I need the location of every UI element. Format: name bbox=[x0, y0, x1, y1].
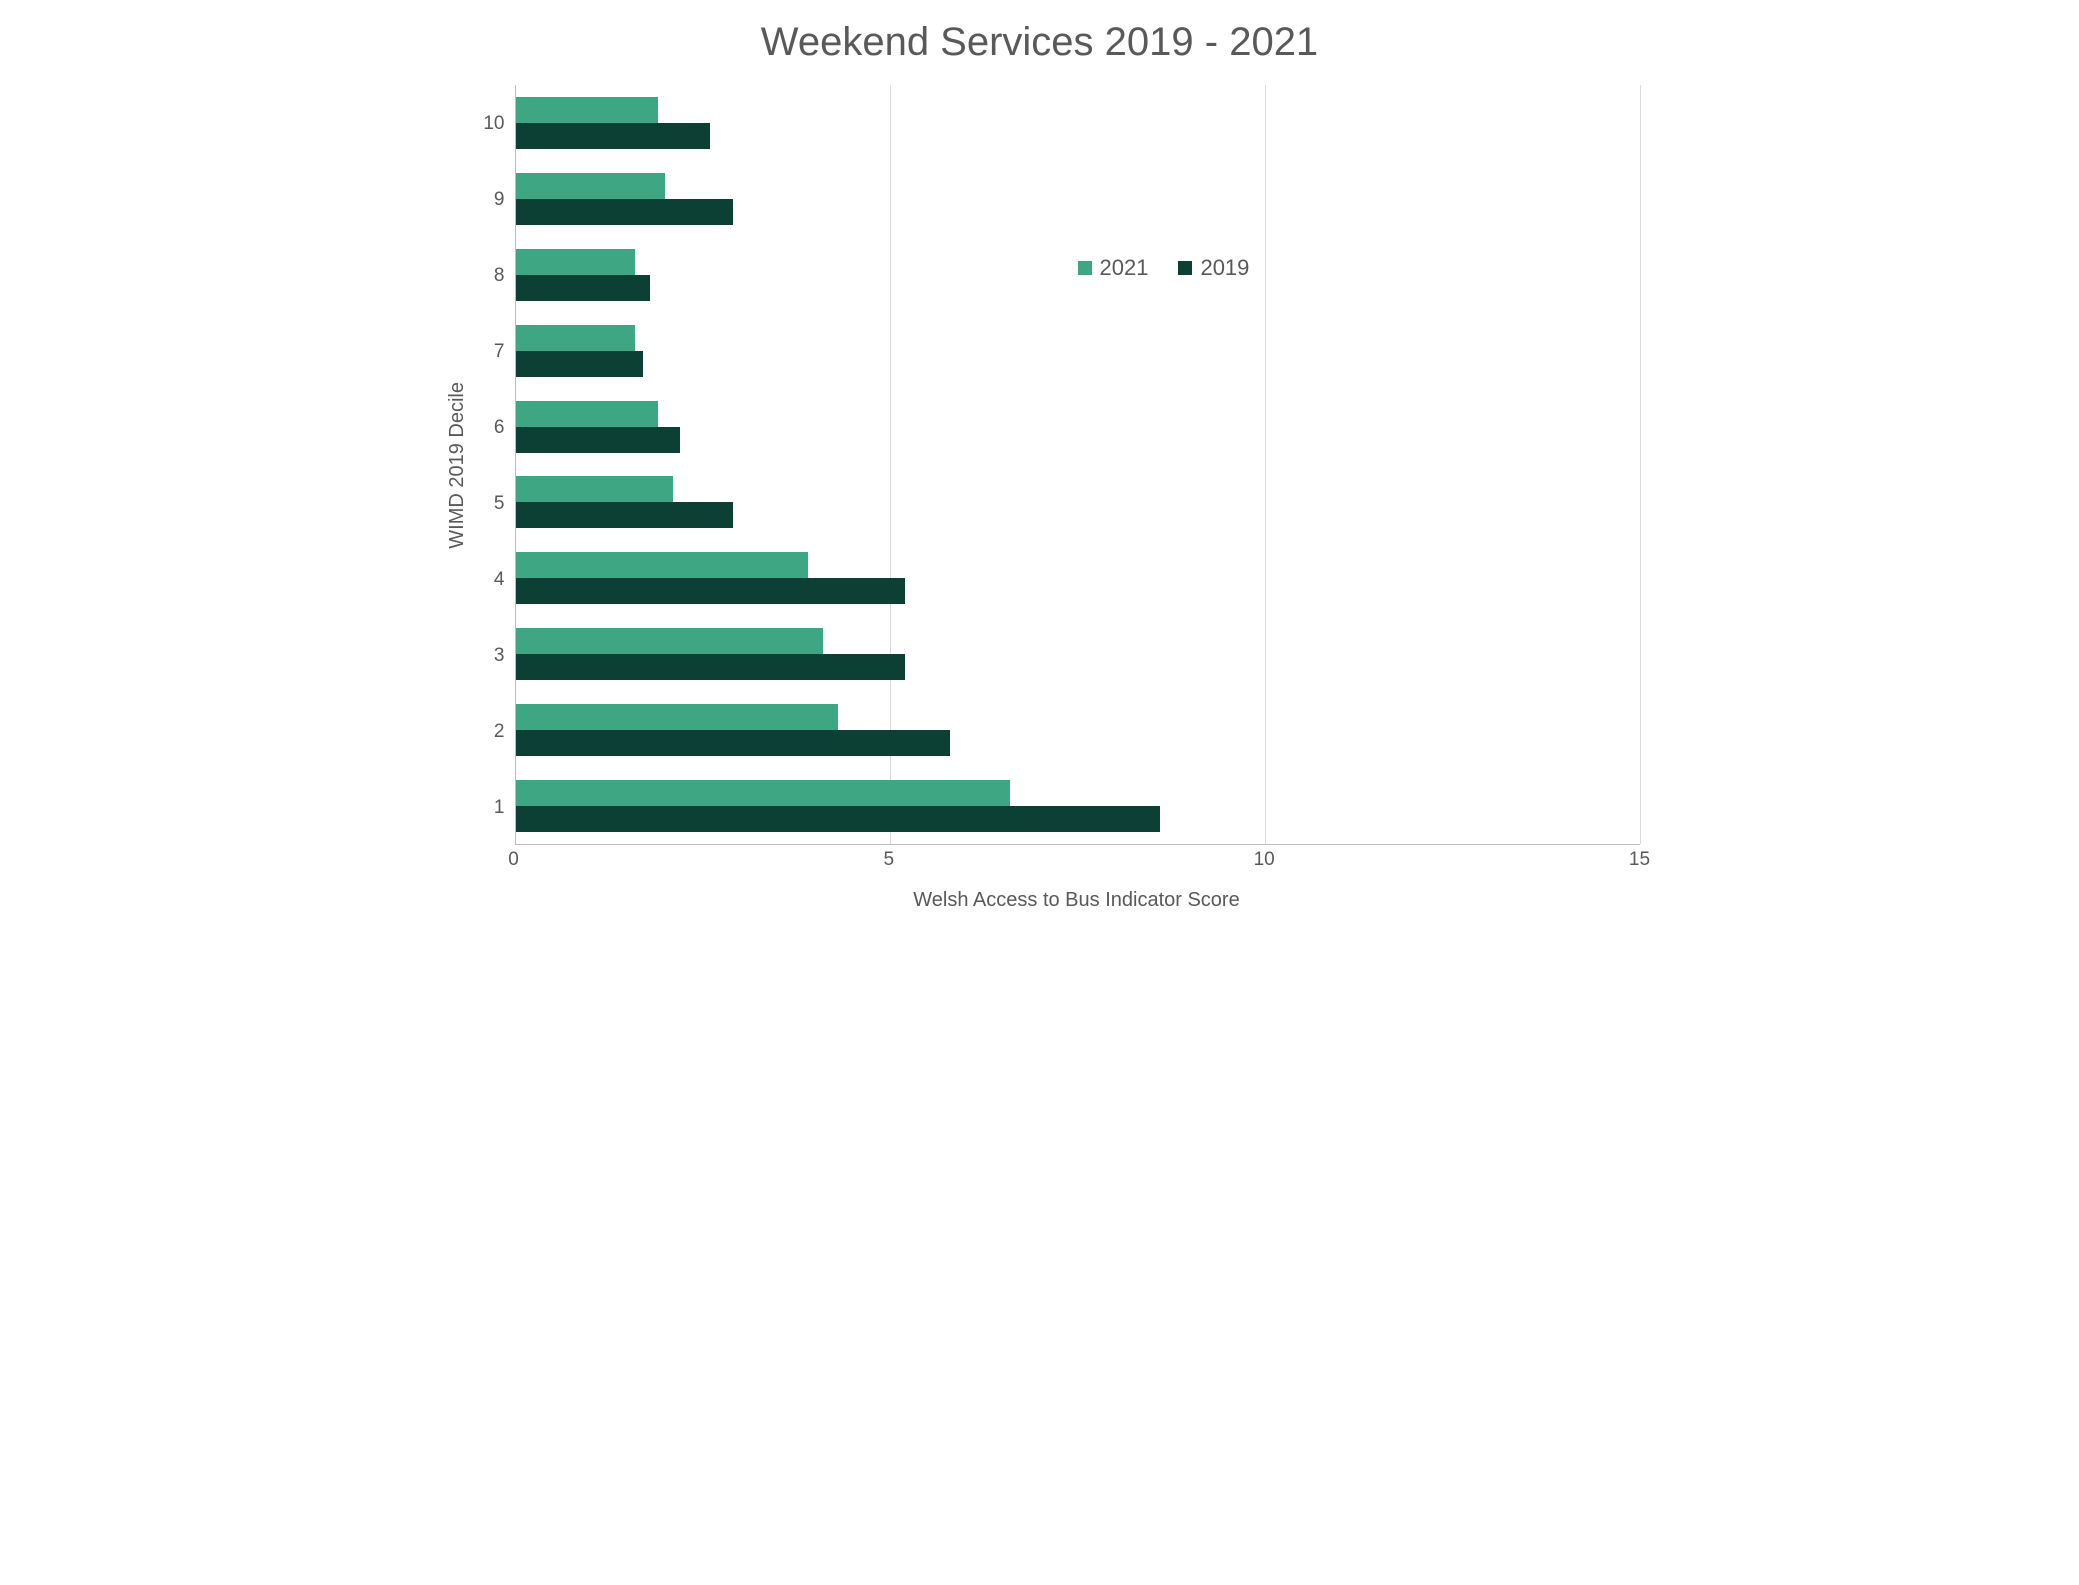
chart-container: Weekend Services 2019 - 2021 WIMD 2019 D… bbox=[420, 0, 1660, 942]
bar-2019 bbox=[516, 351, 643, 377]
plot-area: 2021 2019 bbox=[515, 85, 1640, 845]
bar-2019 bbox=[516, 654, 906, 680]
bar-2021 bbox=[516, 628, 823, 654]
y-tick-label: 3 bbox=[469, 646, 515, 665]
x-tick-label: 10 bbox=[1254, 849, 1275, 871]
bar-2021 bbox=[516, 476, 673, 502]
x-axis-tick-labels: 051015 bbox=[514, 845, 1640, 875]
bar-2019 bbox=[516, 578, 906, 604]
y-tick-label: 4 bbox=[469, 570, 515, 589]
bar-2021 bbox=[516, 249, 636, 275]
bar-2021 bbox=[516, 552, 808, 578]
bars-container bbox=[516, 85, 1640, 844]
bar-2019 bbox=[516, 199, 733, 225]
bar-2019 bbox=[516, 123, 711, 149]
bar-group bbox=[516, 542, 1640, 614]
bar-2021 bbox=[516, 97, 658, 123]
x-tick-label: 0 bbox=[508, 849, 519, 871]
x-tick-label: 5 bbox=[884, 849, 895, 871]
x-title-spacer bbox=[440, 875, 514, 912]
bar-2021 bbox=[516, 325, 636, 351]
y-tick-label: 8 bbox=[469, 266, 515, 285]
bar-group bbox=[516, 466, 1640, 538]
grid-line bbox=[1640, 85, 1641, 844]
bar-2019 bbox=[516, 427, 681, 453]
bar-group bbox=[516, 391, 1640, 463]
bar-2019 bbox=[516, 275, 651, 301]
bar-2021 bbox=[516, 780, 1011, 806]
bar-group bbox=[516, 770, 1640, 842]
bar-2021 bbox=[516, 173, 666, 199]
bar-group bbox=[516, 694, 1640, 766]
y-tick-label: 7 bbox=[469, 342, 515, 361]
chart-body: WIMD 2019 Decile 10 9 8 7 6 5 4 3 2 1 2021 2019 bbox=[440, 85, 1640, 845]
bar-group bbox=[516, 87, 1640, 159]
y-axis-title: WIMD 2019 Decile bbox=[440, 382, 469, 549]
y-tick-label: 2 bbox=[469, 722, 515, 741]
x-axis-title-row: Welsh Access to Bus Indicator Score bbox=[440, 875, 1640, 912]
chart-title: Weekend Services 2019 - 2021 bbox=[440, 20, 1640, 65]
legend-label: 2019 bbox=[1200, 255, 1249, 281]
y-tick-label: 10 bbox=[469, 114, 515, 133]
bar-2021 bbox=[516, 401, 658, 427]
bar-group bbox=[516, 315, 1640, 387]
x-axis-spacer bbox=[440, 845, 514, 875]
y-tick-label: 6 bbox=[469, 418, 515, 437]
legend-item: 2021 bbox=[1078, 255, 1149, 281]
bar-2021 bbox=[516, 704, 838, 730]
bar-group bbox=[516, 618, 1640, 690]
legend-swatch bbox=[1178, 261, 1192, 275]
legend-item: 2019 bbox=[1178, 255, 1249, 281]
legend: 2021 2019 bbox=[1078, 255, 1250, 281]
x-axis-row: 051015 bbox=[440, 845, 1640, 875]
y-tick-label: 1 bbox=[469, 798, 515, 817]
bar-2019 bbox=[516, 806, 1160, 832]
legend-label: 2021 bbox=[1100, 255, 1149, 281]
x-tick-label: 15 bbox=[1629, 849, 1650, 871]
legend-swatch bbox=[1078, 261, 1092, 275]
bar-2019 bbox=[516, 502, 733, 528]
bar-2019 bbox=[516, 730, 951, 756]
y-axis-tick-labels: 10 9 8 7 6 5 4 3 2 1 bbox=[469, 85, 515, 845]
x-axis-title: Welsh Access to Bus Indicator Score bbox=[514, 889, 1640, 912]
y-tick-label: 9 bbox=[469, 190, 515, 209]
y-tick-label: 5 bbox=[469, 494, 515, 513]
bar-group bbox=[516, 163, 1640, 235]
